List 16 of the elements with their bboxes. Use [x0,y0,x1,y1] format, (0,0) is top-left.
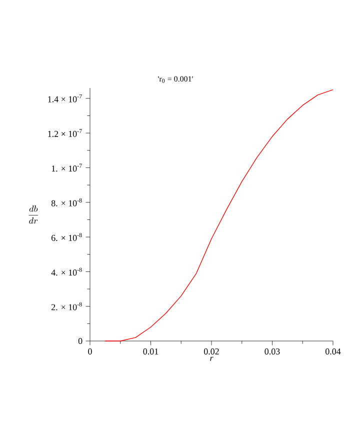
x-tick-label: 0.04 [326,348,341,355]
y-tick-label: 1.4 × 10$^{-7}$ [48,94,82,102]
y-tick-label: 8. × 10$^{-8}$ [52,198,82,206]
x-tick-label: 0.03 [264,348,280,355]
y-tick-label: 1.2 × 10$^{-7}$ [48,129,82,137]
x-tick-label: 0 [88,348,92,354]
line-series [104,89,334,342]
x-tick-label: 0.02 [204,348,219,355]
y-tick-label: 4. × 10$^{-8}$ [51,268,82,276]
y-tick-label: 1. × 10$^{-7}$ [52,164,82,172]
x-axis-title: r [210,356,214,361]
y-tick-label: 0 [78,338,82,344]
y-axis-title: $\frac{db}{dr}$ [28,205,38,224]
y-tick-label: 2. × 10$^{-8}$ [52,302,82,310]
y-tick-label: 6. × 10$^{-8}$ [52,233,82,241]
x-tick-label: 0.01 [143,348,158,355]
